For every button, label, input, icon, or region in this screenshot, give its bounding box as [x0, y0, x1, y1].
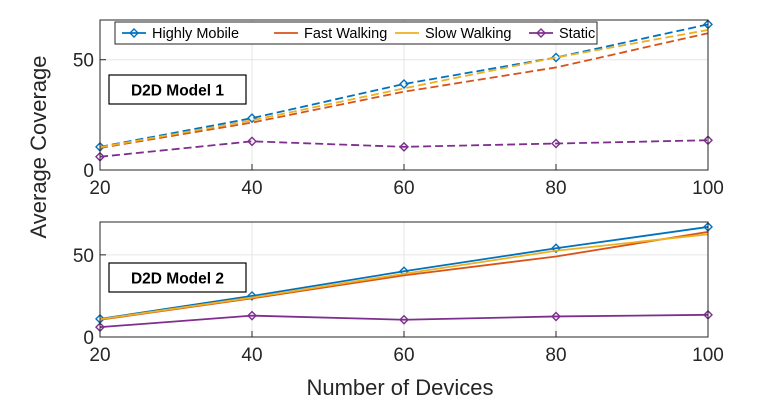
y-tick-label: 50	[73, 51, 94, 72]
series-line-static	[99, 313, 709, 329]
annotation-label-1: D2D Model 1	[131, 83, 224, 100]
legend-marker-highly-mobile	[129, 28, 139, 38]
data-point-static	[399, 141, 409, 152]
annotation-label-2: D2D Model 2	[131, 271, 224, 288]
panel-1: 20 40 60 80 100 0 50 D2D Model 1	[73, 19, 724, 199]
data-point-static	[399, 314, 409, 325]
y-tick-label: 0	[83, 161, 94, 182]
legend-items: Highly Mobile Fast Walking Slow Walking Sta…	[122, 26, 595, 42]
legend-label-fast-walking: Fast Walking	[304, 26, 387, 42]
legend-label-static: Static	[559, 26, 595, 42]
series-group-2	[95, 221, 713, 333]
y-axis-label: Average Coverage	[26, 55, 51, 238]
legend-label-slow-walking: Slow Walking	[425, 26, 512, 42]
x-tick-label: 80	[545, 178, 566, 199]
x-tick-label: 20	[89, 345, 110, 366]
annotation-frame-1	[108, 74, 247, 105]
y-tick-label: 0	[83, 328, 94, 349]
data-point-highly-mobile	[247, 290, 257, 301]
series-line-fast-walking	[99, 32, 709, 149]
data-point-highly-mobile	[399, 78, 409, 89]
data-point-highly-mobile	[551, 243, 561, 254]
x-tick-label: 40	[241, 178, 262, 199]
data-point-static	[551, 311, 561, 322]
panel-2: 20 40 60 80 100 0 50 D2D Model 2	[73, 221, 724, 366]
data-point-static	[247, 136, 257, 147]
data-point-static	[247, 310, 257, 321]
legend-label-highly-mobile: Highly Mobile	[152, 26, 239, 42]
legend: Highly Mobile Fast Walking Slow Walking Sta…	[114, 21, 598, 45]
annotation-box-2: D2D Model 2	[108, 262, 247, 293]
legend-marker-static	[536, 28, 546, 38]
x-tick-label: 60	[393, 345, 414, 366]
x-tick-label: 20	[89, 178, 110, 199]
ticks-2: 20 40 60 80 100 0 50	[73, 246, 724, 366]
data-point-highly-mobile	[551, 52, 561, 63]
data-point-highly-mobile	[247, 113, 257, 124]
series-line-static	[99, 139, 709, 158]
data-point-static	[551, 138, 561, 149]
ticks-1: 20 40 60 80 100 0 50	[73, 51, 724, 199]
x-tick-label: 80	[545, 345, 566, 366]
y-tick-label: 50	[73, 246, 94, 267]
x-tick-label: 100	[692, 178, 724, 199]
x-tick-label: 40	[241, 345, 262, 366]
x-axis-label: Number of Devices	[306, 375, 493, 400]
series-line-highly-mobile	[99, 23, 709, 148]
legend-box	[114, 21, 598, 45]
series-line-highly-mobile	[99, 226, 709, 320]
x-tick-label: 100	[692, 345, 724, 366]
annotation-frame-2	[108, 262, 247, 293]
x-tick-label: 60	[393, 178, 414, 199]
series-line-slow-walking	[99, 233, 709, 321]
series-line-slow-walking	[99, 29, 709, 149]
annotation-box-1: D2D Model 1	[108, 74, 247, 105]
